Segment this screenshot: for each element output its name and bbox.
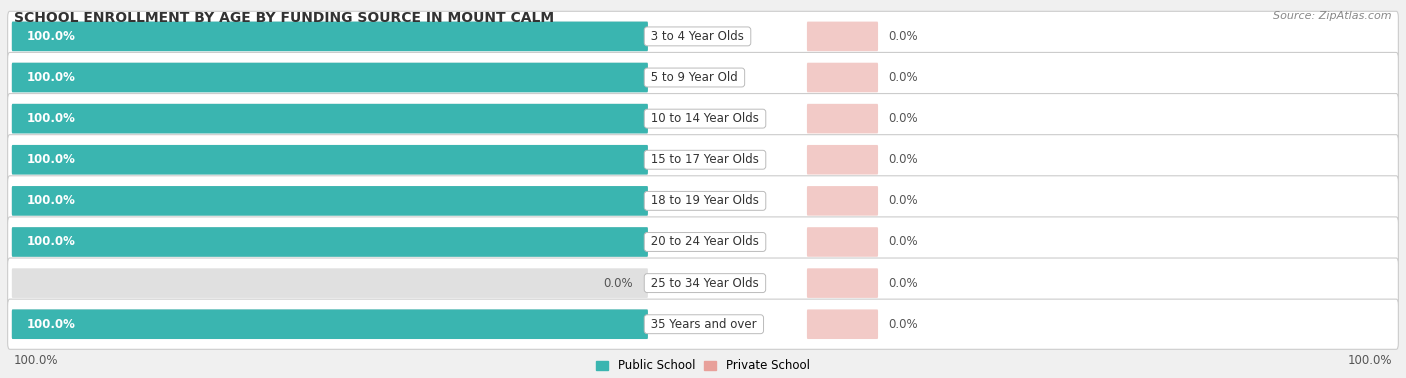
FancyBboxPatch shape [11,22,648,51]
Text: 0.0%: 0.0% [889,71,918,84]
Text: 5 to 9 Year Old: 5 to 9 Year Old [647,71,742,84]
FancyBboxPatch shape [11,227,648,257]
FancyBboxPatch shape [11,268,648,298]
FancyBboxPatch shape [7,53,1399,102]
Text: 0.0%: 0.0% [889,112,918,125]
FancyBboxPatch shape [11,104,648,133]
Text: 100.0%: 100.0% [27,318,76,331]
Text: 35 Years and over: 35 Years and over [647,318,761,331]
FancyBboxPatch shape [807,145,879,175]
Text: 20 to 24 Year Olds: 20 to 24 Year Olds [647,235,763,248]
FancyBboxPatch shape [807,310,879,339]
Text: 25 to 34 Year Olds: 25 to 34 Year Olds [647,277,762,290]
Text: 100.0%: 100.0% [27,71,76,84]
Text: 100.0%: 100.0% [14,354,59,367]
FancyBboxPatch shape [11,145,648,175]
Text: 100.0%: 100.0% [27,30,76,43]
FancyBboxPatch shape [7,135,1399,185]
Text: 0.0%: 0.0% [889,318,918,331]
FancyBboxPatch shape [7,176,1399,226]
Text: 0.0%: 0.0% [889,30,918,43]
FancyBboxPatch shape [807,268,879,298]
FancyBboxPatch shape [11,145,648,175]
Text: 0.0%: 0.0% [603,277,633,290]
Text: 100.0%: 100.0% [27,153,76,166]
FancyBboxPatch shape [807,227,879,257]
Text: SCHOOL ENROLLMENT BY AGE BY FUNDING SOURCE IN MOUNT CALM: SCHOOL ENROLLMENT BY AGE BY FUNDING SOUR… [14,11,554,25]
Text: Source: ZipAtlas.com: Source: ZipAtlas.com [1274,11,1392,21]
FancyBboxPatch shape [11,186,648,216]
FancyBboxPatch shape [11,104,648,133]
FancyBboxPatch shape [7,11,1399,62]
Text: 3 to 4 Year Olds: 3 to 4 Year Olds [647,30,748,43]
Text: 0.0%: 0.0% [889,153,918,166]
FancyBboxPatch shape [7,258,1399,308]
FancyBboxPatch shape [807,22,879,51]
Text: 18 to 19 Year Olds: 18 to 19 Year Olds [647,194,763,208]
FancyBboxPatch shape [7,217,1399,267]
FancyBboxPatch shape [7,299,1399,349]
Text: 0.0%: 0.0% [889,194,918,208]
FancyBboxPatch shape [11,22,648,51]
FancyBboxPatch shape [11,310,648,339]
FancyBboxPatch shape [11,227,648,257]
FancyBboxPatch shape [807,186,879,216]
FancyBboxPatch shape [11,310,648,339]
Text: 0.0%: 0.0% [889,235,918,248]
FancyBboxPatch shape [11,186,648,216]
FancyBboxPatch shape [11,63,648,92]
FancyBboxPatch shape [807,63,879,92]
FancyBboxPatch shape [7,93,1399,144]
Legend: Public School, Private School: Public School, Private School [592,355,814,377]
Text: 15 to 17 Year Olds: 15 to 17 Year Olds [647,153,763,166]
FancyBboxPatch shape [11,63,648,92]
Text: 10 to 14 Year Olds: 10 to 14 Year Olds [647,112,763,125]
Text: 100.0%: 100.0% [1347,354,1392,367]
Text: 0.0%: 0.0% [889,277,918,290]
Text: 100.0%: 100.0% [27,194,76,208]
Text: 100.0%: 100.0% [27,235,76,248]
Text: 100.0%: 100.0% [27,112,76,125]
FancyBboxPatch shape [807,104,879,133]
